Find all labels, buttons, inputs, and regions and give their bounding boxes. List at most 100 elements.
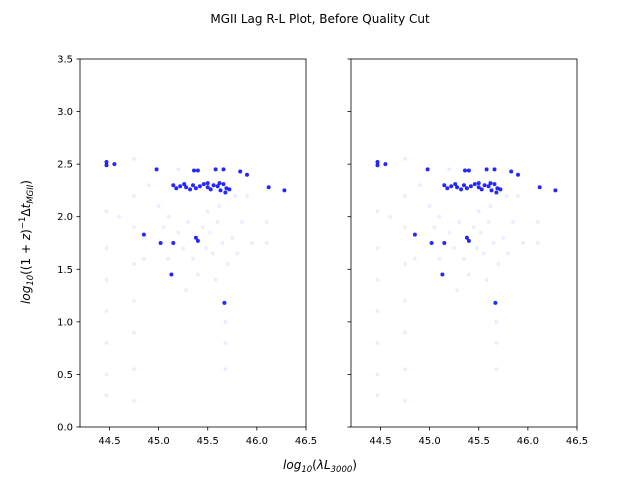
scatter-point-faint bbox=[494, 319, 499, 324]
scatter-point bbox=[466, 238, 471, 243]
scatter-point bbox=[468, 184, 473, 189]
scatter-point-faint bbox=[452, 246, 457, 251]
scatter-point-faint bbox=[141, 256, 146, 261]
scatter-point bbox=[509, 169, 514, 174]
scatter-point-faint bbox=[156, 204, 161, 209]
y-tick-label: 2.0 bbox=[57, 212, 73, 223]
scatter-point-faint bbox=[491, 241, 496, 245]
panel-left: 44.5 45.0 45.5 46.0 46.5 0.0 0.5 1.0 1.5 2.0 2.5 3.… bbox=[57, 55, 317, 448]
scatter-point bbox=[482, 183, 487, 188]
scatter-point-faint bbox=[220, 241, 225, 245]
scatter-point-faint bbox=[176, 230, 181, 235]
scatter-point bbox=[383, 162, 388, 167]
scatter-point bbox=[449, 184, 454, 189]
scatter-point-faint bbox=[203, 246, 208, 251]
scatter-point-faint bbox=[511, 220, 516, 224]
scatter-point bbox=[141, 232, 146, 237]
scatter-point bbox=[171, 241, 176, 245]
x-tick-label: 44.5 bbox=[98, 436, 120, 447]
x-tick-label: 44.5 bbox=[369, 436, 391, 447]
scatter-point bbox=[453, 182, 458, 187]
panel-right: 44.5 45.0 45.5 46.0 46.5 bbox=[347, 58, 588, 447]
scatter-point-faint bbox=[403, 398, 407, 403]
axes-frame bbox=[79, 58, 307, 428]
scatter-point-faint bbox=[466, 272, 471, 277]
scatter-point-faint bbox=[506, 251, 511, 256]
scatter-point bbox=[516, 172, 520, 177]
scatter-point-faint bbox=[481, 251, 486, 256]
scatter-point-faint bbox=[417, 183, 422, 188]
scatter-point bbox=[201, 182, 206, 187]
scatter-point-faint bbox=[375, 393, 380, 398]
scatter-point-faint bbox=[104, 393, 109, 398]
axes-frame bbox=[350, 58, 578, 428]
scatter-point-faint bbox=[447, 230, 452, 235]
x-tick-label: 45.0 bbox=[147, 436, 169, 447]
scatter-point-faint bbox=[200, 225, 205, 230]
scatter-point-faint bbox=[195, 272, 200, 277]
scatter-point-faint bbox=[146, 183, 151, 188]
scatter-point bbox=[488, 181, 493, 186]
scatter-point bbox=[191, 183, 195, 188]
scatter-point-faint bbox=[166, 256, 171, 261]
scatter-point bbox=[104, 160, 109, 164]
scatter-point-faint bbox=[104, 340, 109, 345]
scatter-point-faint bbox=[245, 193, 249, 198]
scatter-point-faint bbox=[223, 319, 228, 324]
scatter-point bbox=[462, 183, 466, 188]
scatter-point-faint bbox=[471, 225, 476, 230]
scatter-point bbox=[193, 186, 198, 191]
scatter-point bbox=[486, 184, 491, 189]
scatter-point-faint bbox=[521, 241, 525, 245]
scatter-point-faint bbox=[403, 367, 407, 372]
scatter-point-faint bbox=[240, 220, 245, 224]
scatter-point-faint bbox=[437, 256, 442, 261]
y-tick-label: 1.5 bbox=[57, 265, 73, 276]
scatter-point-faint bbox=[132, 298, 136, 303]
scatter-point-faint bbox=[176, 167, 181, 172]
scatter-point-faint bbox=[132, 225, 136, 230]
scatter-point bbox=[158, 241, 163, 245]
scatter-point bbox=[217, 181, 222, 186]
scatter-point bbox=[266, 185, 271, 190]
scatter-point-faint bbox=[535, 241, 540, 245]
scatter-point bbox=[215, 184, 220, 189]
scatter-point-faint bbox=[132, 367, 136, 372]
scatter-point bbox=[195, 238, 200, 243]
scatter-point bbox=[442, 241, 447, 245]
y-axis-label: log10((1 + z)−1ΔtMGII) bbox=[18, 180, 36, 304]
scatter-point-faint bbox=[223, 367, 228, 372]
scatter-point-faint bbox=[375, 277, 380, 282]
x-tick-label: 46.0 bbox=[517, 436, 539, 447]
scatter-point bbox=[455, 185, 460, 190]
scatter-point-faint bbox=[132, 262, 136, 266]
scatter-point bbox=[476, 185, 481, 190]
scatter-point bbox=[464, 235, 469, 240]
scatter-point bbox=[171, 183, 176, 188]
scatter-point bbox=[184, 185, 189, 190]
scatter-point-faint bbox=[132, 330, 136, 335]
scatter-point bbox=[479, 187, 484, 192]
scatter-point bbox=[192, 168, 196, 173]
scatter-point-faint bbox=[375, 309, 380, 314]
scatter-point bbox=[476, 181, 481, 186]
scatter-point-faint bbox=[403, 330, 407, 335]
scatter-point bbox=[227, 187, 232, 192]
scatter-point-faint bbox=[104, 372, 109, 377]
scatter-point bbox=[245, 172, 249, 177]
scatter-point-faint bbox=[264, 241, 269, 245]
scatter-point-faint bbox=[437, 214, 442, 219]
scatter-point-faint bbox=[496, 262, 501, 266]
scatter-point-faint bbox=[233, 193, 238, 198]
scatter-point bbox=[182, 182, 187, 187]
scatter-point-faint bbox=[191, 256, 195, 261]
scatter-point bbox=[213, 167, 218, 172]
scatter-point-faint bbox=[230, 235, 235, 240]
x-tick-label: 45.0 bbox=[418, 436, 440, 447]
y-tick-label: 2.5 bbox=[57, 160, 73, 171]
scatter-point bbox=[463, 168, 467, 173]
scatter-point-faint bbox=[494, 340, 499, 345]
scatter-point bbox=[493, 300, 498, 305]
scatter-point bbox=[282, 188, 287, 193]
